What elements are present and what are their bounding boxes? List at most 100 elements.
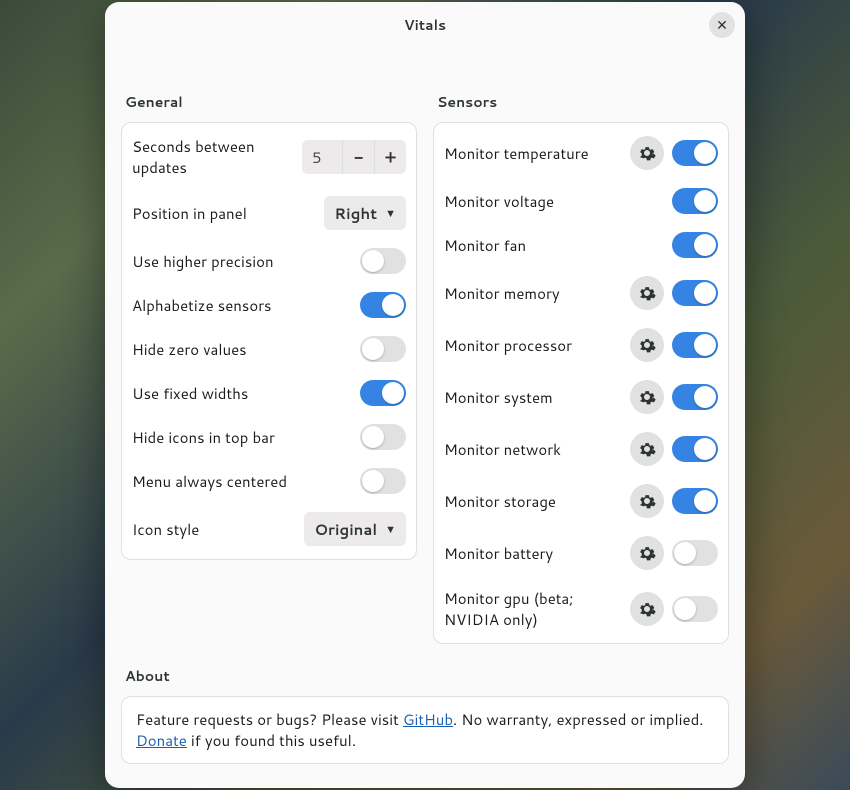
row-monitor-network: Monitor network	[434, 423, 728, 475]
monitor-storage-toggle[interactable]	[672, 488, 718, 514]
seconds-plus-button[interactable]: +	[374, 140, 406, 174]
sensor-label: Monitor network	[444, 439, 622, 460]
monitor-storage-settings-button[interactable]	[630, 484, 664, 518]
position-label: Position in panel	[132, 203, 316, 224]
toggle-knob	[694, 190, 716, 212]
sensor-label: Monitor fan	[444, 235, 664, 256]
monitor-system-toggle[interactable]	[672, 384, 718, 410]
sensor-label: Monitor temperature	[444, 143, 622, 164]
gear-icon	[638, 144, 656, 162]
monitor-network-toggle[interactable]	[672, 436, 718, 462]
monitor-gpu-beta-nvidia-only-toggle[interactable]	[672, 596, 718, 622]
row-hide-zero-values: Hide zero values	[122, 327, 416, 371]
row-monitor-memory: Monitor memory	[434, 267, 728, 319]
general-toggle-label: Hide zero values	[132, 339, 352, 360]
use-fixed-widths-toggle[interactable]	[360, 380, 406, 406]
monitor-fan-toggle[interactable]	[672, 232, 718, 258]
close-icon: ✕	[716, 15, 728, 35]
monitor-battery-settings-button[interactable]	[630, 536, 664, 570]
monitor-processor-toggle[interactable]	[672, 332, 718, 358]
github-link[interactable]: GitHub	[403, 709, 453, 730]
row-monitor-processor: Monitor processor	[434, 319, 728, 371]
hide-zero-values-toggle[interactable]	[360, 336, 406, 362]
sensors-section: Sensors Monitor temperatureMonitor volta…	[433, 92, 729, 644]
monitor-memory-settings-button[interactable]	[630, 276, 664, 310]
gear-icon	[638, 336, 656, 354]
toggle-knob	[694, 386, 716, 408]
row-position: Position in panel Right ▼	[122, 187, 416, 239]
row-menu-always-centered: Menu always centered	[122, 459, 416, 503]
row-monitor-temperature: Monitor temperature	[434, 127, 728, 179]
row-monitor-storage: Monitor storage	[434, 475, 728, 527]
about-panel: Feature requests or bugs? Please visit G…	[121, 696, 729, 764]
toggle-knob	[362, 338, 384, 360]
about-text-mid: . No warranty, expressed or implied.	[453, 709, 703, 730]
row-seconds: Seconds between updates 5 − +	[122, 127, 416, 187]
donate-link[interactable]: Donate	[136, 730, 187, 751]
general-toggle-label: Menu always centered	[132, 471, 352, 492]
use-higher-precision-toggle[interactable]	[360, 248, 406, 274]
sensor-label: Monitor storage	[444, 491, 622, 512]
monitor-gpu-beta-nvidia-only-settings-button[interactable]	[630, 592, 664, 626]
monitor-network-settings-button[interactable]	[630, 432, 664, 466]
toggle-knob	[694, 282, 716, 304]
general-toggle-label: Alphabetize sensors	[132, 295, 352, 316]
about-section: About Feature requests or bugs? Please v…	[105, 666, 745, 764]
toggle-knob	[694, 490, 716, 512]
gear-icon	[638, 600, 656, 618]
row-monitor-gpu-beta-nvidia-only: Monitor gpu (beta; NVIDIA only)	[434, 579, 728, 639]
monitor-memory-toggle[interactable]	[672, 280, 718, 306]
seconds-minus-button[interactable]: −	[342, 140, 374, 174]
dialog-header: Vitals ✕	[105, 2, 745, 48]
row-monitor-battery: Monitor battery	[434, 527, 728, 579]
toggle-knob	[674, 542, 696, 564]
toggle-knob	[362, 470, 384, 492]
row-icon-style: Icon style Original ▼	[122, 503, 416, 555]
gear-icon	[638, 440, 656, 458]
sensors-title: Sensors	[437, 92, 729, 112]
monitor-temperature-settings-button[interactable]	[630, 136, 664, 170]
toggle-knob	[382, 294, 404, 316]
toggle-knob	[362, 426, 384, 448]
monitor-temperature-toggle[interactable]	[672, 140, 718, 166]
hide-icons-in-top-bar-toggle[interactable]	[360, 424, 406, 450]
seconds-value: 5	[302, 140, 342, 174]
gear-icon	[638, 388, 656, 406]
toggle-knob	[694, 234, 716, 256]
sensor-label: Monitor system	[444, 387, 622, 408]
row-hide-icons-in-top-bar: Hide icons in top bar	[122, 415, 416, 459]
iconstyle-value: Original	[314, 519, 377, 540]
position-select[interactable]: Right ▼	[324, 196, 406, 230]
vitals-dialog: Vitals ✕ General Seconds between updates…	[105, 2, 745, 788]
dialog-content: General Seconds between updates 5 − + Po…	[105, 92, 745, 644]
seconds-spinbutton[interactable]: 5 − +	[302, 140, 406, 174]
monitor-system-settings-button[interactable]	[630, 380, 664, 414]
toggle-knob	[674, 598, 696, 620]
menu-always-centered-toggle[interactable]	[360, 468, 406, 494]
toggle-knob	[382, 382, 404, 404]
monitor-processor-settings-button[interactable]	[630, 328, 664, 362]
toggle-knob	[362, 250, 384, 272]
toggle-knob	[694, 334, 716, 356]
about-text-post: if you found this useful.	[187, 730, 356, 751]
close-button[interactable]: ✕	[709, 12, 735, 38]
iconstyle-select[interactable]: Original ▼	[304, 512, 406, 546]
alphabetize-sensors-toggle[interactable]	[360, 292, 406, 318]
row-monitor-fan: Monitor fan	[434, 223, 728, 267]
sensor-label: Monitor memory	[444, 283, 622, 304]
gear-icon	[638, 284, 656, 302]
monitor-battery-toggle[interactable]	[672, 540, 718, 566]
about-title: About	[125, 666, 729, 686]
sensors-panel: Monitor temperatureMonitor voltageMonito…	[433, 122, 729, 644]
gear-icon	[638, 544, 656, 562]
general-panel: Seconds between updates 5 − + Position i…	[121, 122, 417, 560]
gear-icon	[638, 492, 656, 510]
row-use-fixed-widths: Use fixed widths	[122, 371, 416, 415]
general-toggle-label: Use higher precision	[132, 251, 352, 272]
monitor-voltage-toggle[interactable]	[672, 188, 718, 214]
sensor-label: Monitor processor	[444, 335, 622, 356]
chevron-down-icon: ▼	[385, 205, 396, 221]
row-monitor-system: Monitor system	[434, 371, 728, 423]
general-title: General	[125, 92, 417, 112]
sensor-label: Monitor battery	[444, 543, 622, 564]
